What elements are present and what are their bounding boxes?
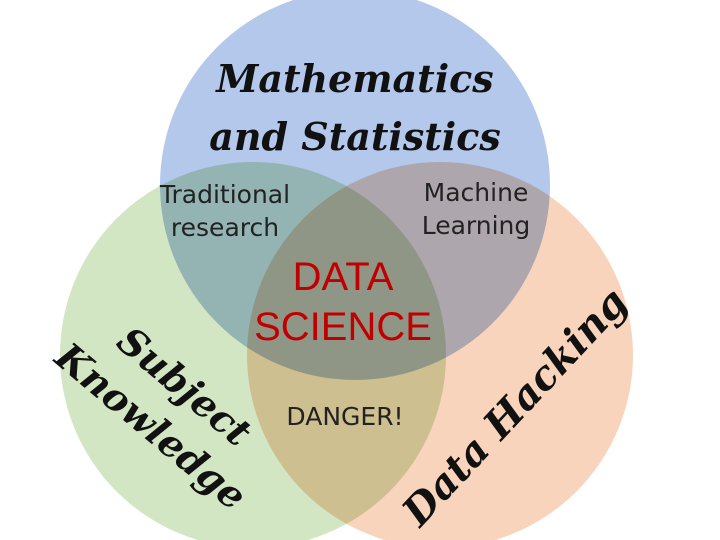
data-hacking-circle — [247, 162, 633, 540]
math-label-line2: and Statistics — [209, 114, 501, 159]
machine-learning-line2: Learning — [422, 211, 531, 240]
traditional-research-line1: Traditional — [159, 180, 290, 209]
danger-label: DANGER! — [286, 402, 403, 431]
traditional-research-line2: research — [171, 213, 279, 242]
math-label-line1: Mathematics — [214, 56, 493, 101]
data-science-line1: DATA — [293, 255, 394, 299]
machine-learning-line1: Machine — [424, 178, 529, 207]
data-science-line2: SCIENCE — [254, 305, 432, 349]
